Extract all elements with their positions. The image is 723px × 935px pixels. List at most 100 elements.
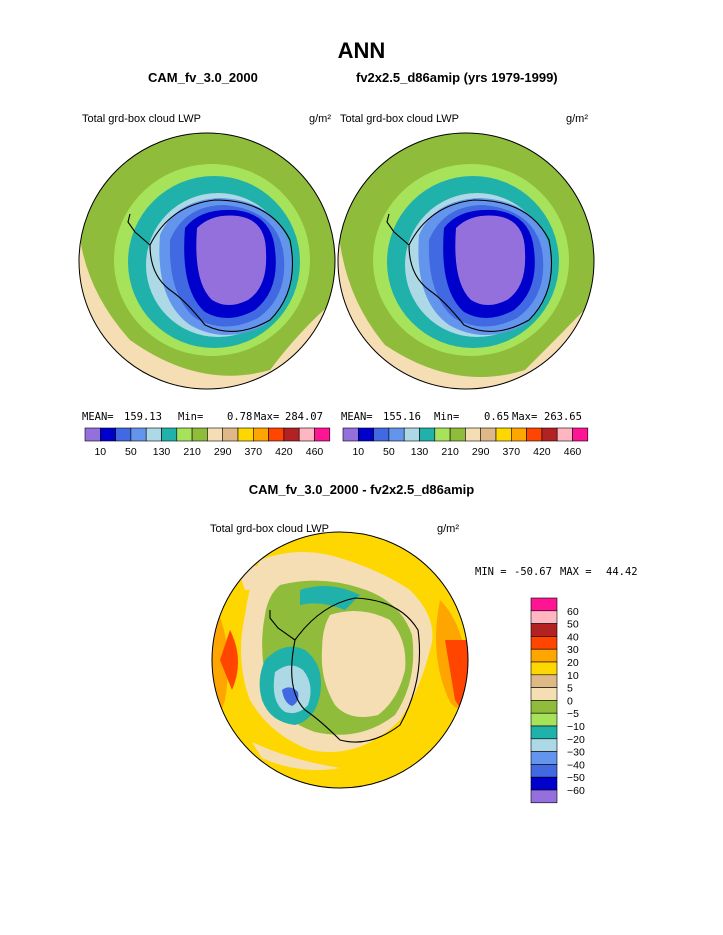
panel1-min-value: 0.78 [227, 411, 253, 423]
diff-colorbar-swatch [530, 623, 558, 637]
panel1-colorbar-tick-label: 370 [245, 446, 263, 458]
diff-colorbar-tick-label: 60 [567, 606, 579, 618]
panel2-colorbar-swatch [403, 427, 420, 442]
panel1-colorbar-tick-label: 460 [306, 446, 324, 458]
diff-colorbar-tick-label: 50 [567, 619, 579, 631]
panel2-colorbar-tick-label: 290 [472, 446, 490, 458]
diff-colorbar-tick-label: 10 [567, 670, 579, 682]
panel2-colorbar-swatch [572, 427, 589, 442]
panel1-colorbar-tick-label: 290 [214, 446, 232, 458]
panel2-colorbar-swatch [357, 427, 374, 442]
panel2-colorbar-tick-label: 210 [441, 446, 459, 458]
panel1-colorbar-tick-label: 10 [94, 446, 106, 458]
panel2-colorbar-tick-label: 130 [411, 446, 429, 458]
diff-colorbar-swatch [530, 725, 558, 740]
panel2-outline [337, 132, 595, 390]
panel1-colorbar-swatch [298, 427, 315, 442]
diff-coastline [291, 597, 421, 743]
diff-colorbar-swatch [530, 636, 558, 650]
panel2-colorbar-swatch [449, 427, 466, 442]
panel2-mean-value: 155.16 [383, 411, 421, 423]
diff-units: g/m² [437, 523, 459, 535]
panel2-variable: Total grd-box cloud LWP [340, 113, 460, 125]
panel1-colorbar-swatch [222, 427, 239, 442]
diff-colorbar-swatch [530, 764, 558, 778]
diff-colorbar-swatch [530, 700, 558, 714]
right-case-title: fv2x2.5_d86amip (yrs 1979-1999) [356, 70, 558, 85]
panel1-colorbar-tick-label: 420 [275, 446, 293, 458]
diff-colorbar-swatch [530, 674, 558, 688]
panel1-band-purple [196, 215, 267, 305]
panel1-colorbar-swatch [237, 427, 254, 442]
diff-variable: Total grd-box cloud LWP [210, 523, 330, 535]
panel2-colorbar-swatch [388, 427, 405, 442]
panel1-max-label: Max= [254, 411, 280, 423]
panel1-colorbar-swatch [191, 427, 208, 442]
diff-colorbar-swatch [530, 687, 558, 701]
diff-colorbar-tick-label: −10 [567, 721, 585, 733]
diff-map [212, 532, 468, 788]
panel1-variable: Total grd-box cloud LWP [82, 113, 202, 125]
diff-colorbar-swatch [530, 610, 558, 624]
panel1-colorbar-swatch [145, 427, 162, 442]
diff-colorbar-tick-label: −30 [567, 747, 585, 759]
panel1-colorbar-swatch [283, 427, 300, 442]
panel2-mean-label: MEAN= [341, 411, 373, 423]
diff-colorbar-swatch [530, 661, 558, 676]
panel2-colorbar-tick-label: 420 [533, 446, 551, 458]
panel1-colorbar-swatch [100, 427, 116, 442]
diff-min-value: -50.67 [514, 566, 552, 578]
panel2-colorbar-swatch [526, 427, 543, 442]
diff-colorbar-tick-label: −40 [567, 759, 585, 771]
panel2-colorbar-swatch [434, 427, 451, 442]
panel2-min-value: 0.65 [484, 411, 510, 423]
diff-colorbar-tick-label: 30 [567, 644, 579, 656]
panel1-colorbar-swatch [115, 427, 132, 442]
diff-colorbar-tick-label: 5 [567, 683, 573, 695]
panel2-max-value: 263.65 [544, 411, 582, 423]
diff-colorbar-swatch [530, 648, 558, 663]
panel2-colorbar-swatch [465, 427, 481, 442]
panel1-min-label: Min= [178, 411, 204, 423]
diff-colorbar-tick-label: −50 [567, 772, 585, 784]
diff-max-label: MAX = [560, 566, 592, 578]
diff-colorbar-tick-label: −5 [567, 708, 579, 720]
diff-max-value: 44.42 [606, 566, 638, 578]
diff-colorbar-tick-label: 20 [567, 657, 579, 669]
diff-colorbar-tick-label: −60 [567, 785, 585, 797]
diff-colorbar-swatch [530, 712, 558, 727]
panel2-colorbar-tick-label: 370 [503, 446, 521, 458]
panel1-colorbar-tick-label: 130 [153, 446, 171, 458]
panel2-colorbar-swatch [419, 427, 436, 442]
panel1-colorbar-swatch [130, 427, 147, 442]
panel2-colorbar-swatch [556, 427, 573, 442]
panel2-units: g/m² [566, 113, 588, 125]
panel1-colorbar-swatch [314, 427, 331, 442]
panel1-colorbar-swatch [207, 427, 223, 442]
panel1-colorbar-swatch [84, 427, 101, 442]
panel2-colorbar-tick-label: 460 [564, 446, 582, 458]
page-title: ANN [337, 38, 386, 63]
panel1-mean-label: MEAN= [82, 411, 114, 423]
panel1-colorbar-swatch [161, 427, 178, 442]
panel1-colorbar-swatch [268, 427, 285, 442]
panel1-colorbar-tick-label: 210 [183, 446, 201, 458]
panel2-colorbar-swatch [510, 427, 527, 442]
diff-colorbar-tick-label: −20 [567, 734, 585, 746]
panel2-colorbar-swatch [373, 427, 390, 442]
diff-outline [211, 531, 469, 789]
panel2-map [338, 133, 594, 389]
diff-title: CAM_fv_3.0_2000 - fv2x2.5_d86amip [248, 482, 475, 497]
panel1-colorbar-swatch [253, 427, 269, 442]
panel1-colorbar-tick-label: 50 [125, 446, 137, 458]
panel1-outline [78, 132, 336, 390]
diff-colorbar-swatch [530, 751, 558, 765]
diff-colorbar-swatch [530, 776, 558, 791]
panel2-colorbar-swatch [480, 427, 497, 442]
panel2-colorbar-swatch [541, 427, 558, 442]
panel2-colorbar: 10 50 130 210 290 370 420 460 [342, 427, 589, 458]
diff-colorbar-tick-label: 0 [567, 695, 573, 707]
panel1-max-value: 284.07 [285, 411, 323, 423]
